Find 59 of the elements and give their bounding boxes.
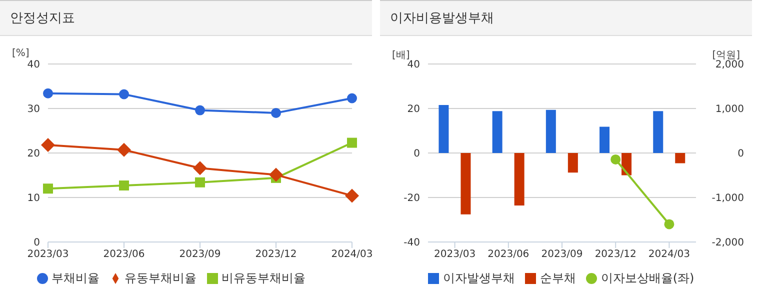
y-tick-label: 20 <box>407 104 420 116</box>
x-tick-label: 2023/09 <box>541 249 583 260</box>
point <box>119 89 129 100</box>
bar <box>514 153 524 206</box>
x-tick-label: 2023/12 <box>255 249 297 260</box>
point <box>119 180 129 190</box>
x-tick-label: 2023/06 <box>103 249 145 260</box>
y-tick-label: 40 <box>407 60 420 71</box>
bar <box>675 153 686 164</box>
x-tick-label: 2023/03 <box>434 249 476 260</box>
y2-tick-label: -2,000 <box>712 238 744 249</box>
point <box>347 93 357 104</box>
x-tick-label: 2023/09 <box>179 249 221 260</box>
y-tick-label: -40 <box>404 238 420 249</box>
point <box>269 168 283 182</box>
legend-label: 이자발생부채 <box>442 271 515 285</box>
y-tick-label: 30 <box>27 104 40 116</box>
y2-tick-label: 2,000 <box>715 60 744 71</box>
y-tick-label: 40 <box>27 60 40 71</box>
y-tick-label: 0 <box>414 148 420 160</box>
chart-title: 이자비용발생부채 <box>380 0 752 36</box>
point <box>195 177 205 188</box>
legend-label: 이자보상배율(좌) <box>600 271 694 285</box>
bar <box>600 126 610 153</box>
y-tick-label: 0 <box>34 238 40 249</box>
y-axis-title: [%] <box>12 48 30 59</box>
bar <box>460 153 471 214</box>
point <box>195 105 205 116</box>
point <box>43 184 53 194</box>
point <box>347 138 357 148</box>
y2-axis-title: [억원] <box>712 49 740 61</box>
x-tick-label: 2024/03 <box>648 249 690 260</box>
bar <box>568 153 578 173</box>
bar <box>438 104 449 153</box>
point <box>117 142 131 157</box>
bar <box>653 111 664 153</box>
legend-label: 비유동부채비율 <box>222 271 306 285</box>
point <box>271 108 281 118</box>
legend-label: 순부채 <box>540 271 576 285</box>
legend-label: 부채비율 <box>52 271 100 285</box>
x-tick-label: 2023/03 <box>27 249 69 260</box>
bar <box>492 111 502 153</box>
y-tick-label: -20 <box>404 193 420 204</box>
y2-tick-label: -1,000 <box>712 193 744 204</box>
point <box>345 188 359 203</box>
point <box>41 138 55 152</box>
y2-tick-label: 0 <box>738 148 744 160</box>
point <box>43 88 53 98</box>
y-axis-title: [배] <box>392 49 410 61</box>
y-tick-label: 20 <box>27 148 40 160</box>
y-tick-label: 10 <box>27 193 40 204</box>
x-tick-label: 2023/12 <box>594 249 636 260</box>
y2-tick-label: 1,000 <box>715 104 744 116</box>
legend-label: 유동부채비율 <box>124 271 196 285</box>
x-tick-label: 2024/03 <box>331 249 373 260</box>
chart-title: 안정성지표 <box>0 0 372 36</box>
point <box>193 161 207 176</box>
bar <box>546 110 556 153</box>
x-tick-label: 2023/06 <box>488 249 530 260</box>
